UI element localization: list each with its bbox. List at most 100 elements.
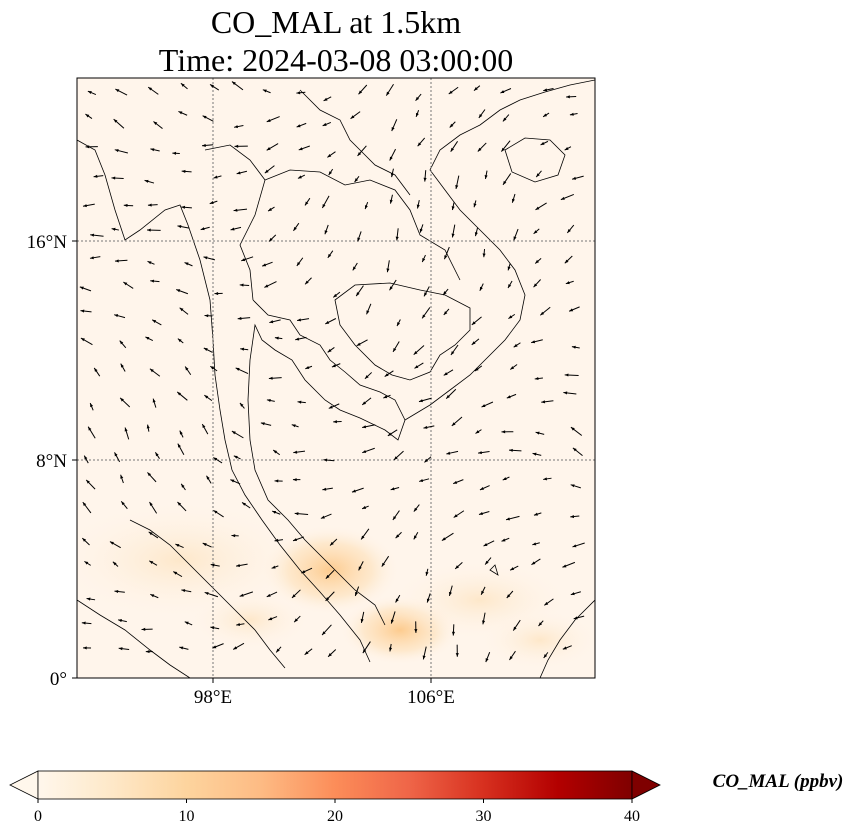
wind-arrow-head [239, 402, 244, 407]
wind-arrow-head [271, 565, 276, 569]
wind-arrow-head [422, 655, 426, 660]
wind-arrow-head [362, 649, 367, 654]
wind-arrow-head [441, 537, 446, 541]
wind-arrow-head [293, 450, 298, 454]
wind-arrow-head [532, 542, 537, 546]
wind-arrow-head [291, 594, 296, 598]
wind-arrow-head [423, 425, 428, 429]
wind-arrow-head [82, 204, 87, 208]
wind-arrow-head [474, 367, 479, 372]
wind-arrow-head [485, 658, 489, 663]
colorbar-ticks: 0 10 20 30 40 [34, 799, 640, 825]
wind-arrow-head [425, 571, 429, 576]
wind-arrow-head [79, 286, 84, 290]
wind-arrow-head [451, 631, 456, 636]
wind-arrow-head [333, 293, 338, 298]
wind-arrow-head [357, 237, 361, 242]
wind-arrow-head [424, 292, 428, 297]
wind-arrow-head [562, 646, 567, 650]
wind-arrow-head [535, 259, 540, 264]
wind-arrow-head [233, 208, 238, 212]
wind-arrow-head [393, 456, 398, 460]
wind-arrow-head [322, 204, 326, 208]
wind-arrow-head [362, 401, 367, 405]
wind-arrow-head [508, 315, 513, 319]
wind-arrow-head [395, 534, 400, 539]
wind-arrow-head [483, 543, 488, 547]
wind-arrow-head [296, 91, 301, 95]
wind-arrow-head [112, 561, 117, 566]
wind-arrow-head [83, 646, 87, 650]
wind-arrow-head [87, 91, 92, 95]
gridlines [77, 78, 595, 678]
wind-arrow-head [564, 373, 569, 377]
wind-arrow-head [236, 563, 240, 568]
wind-arrow-head [230, 479, 235, 483]
wind-arrow-head [111, 227, 116, 231]
wind-arrow-head [531, 561, 536, 565]
wind-arrow-head [147, 261, 152, 265]
wind-arrow-head [532, 452, 537, 456]
wind-arrow-head [352, 266, 357, 271]
wind-arrow-head [566, 95, 570, 99]
wind-arrow-head [242, 502, 246, 506]
wind-arrow-head [325, 320, 330, 324]
wind-arrow-head [573, 616, 578, 620]
wind-arrow-head [538, 622, 543, 626]
wind-arrow-head [118, 619, 122, 623]
lat-tick-0: 0° [50, 669, 67, 690]
wind-arrow-head [204, 314, 209, 318]
wind-arrow-head [569, 308, 574, 312]
wind-arrow-head [501, 147, 505, 152]
wind-arrow-head [123, 282, 128, 286]
wind-arrow-head [448, 90, 453, 94]
wind-arrow-head [210, 366, 215, 370]
wind-arrow-head [172, 151, 177, 155]
wind-arrow-head [149, 501, 153, 506]
wind-arrow-head [144, 179, 149, 183]
colorbar-tick-label: 30 [476, 808, 492, 825]
wind-arrow-head [301, 570, 306, 574]
wind-arrow-head [560, 196, 565, 200]
wind-arrow-head [390, 487, 395, 491]
wind-arrow-head [477, 147, 482, 152]
wind-arrow-head [325, 574, 330, 579]
wind-arrow-head [173, 571, 178, 575]
wind-arrow-head [354, 178, 359, 183]
wind-arrow-head [395, 598, 399, 603]
wind-arrow-head [450, 351, 455, 356]
wind-arrow-head [506, 594, 511, 599]
wind-arrow-head [296, 262, 301, 266]
wind-arrow-head [145, 336, 150, 340]
wind-arrow-head [475, 430, 480, 434]
wind-arrow-head [123, 203, 128, 208]
wind-arrow-head [570, 427, 575, 431]
wind-arrow-head [366, 310, 370, 315]
wind-arrow-head [118, 647, 123, 651]
wind-arrow-head [567, 229, 571, 233]
wind-arrow-head [114, 589, 119, 594]
wind-arrow-head [260, 422, 265, 426]
wind-arrow-head [114, 452, 118, 457]
wind-arrow-head [120, 363, 124, 368]
wind-arrows [79, 81, 585, 663]
wind-arrow-head [384, 373, 389, 377]
wind-arrow-head [121, 501, 125, 506]
wind-arrow-head [451, 206, 455, 211]
wind-arrow-head [268, 207, 273, 212]
wind-arrow-head [328, 653, 332, 657]
wind-arrow-head [358, 90, 363, 95]
wind-arrow-head [471, 321, 476, 325]
wind-arrow-head [510, 366, 515, 370]
wind-arrow-head [81, 621, 86, 625]
wind-arrow-head [155, 452, 159, 457]
wind-arrow-head [451, 233, 455, 238]
wind-arrow-head [502, 117, 507, 122]
wind-arrow-head [391, 127, 395, 132]
wind-arrow-head [484, 175, 488, 179]
wind-arrow-head [293, 226, 297, 231]
wind-arrow-head [184, 621, 189, 625]
wind-arrow-head [120, 397, 124, 402]
wind-arrow-head [179, 430, 183, 435]
